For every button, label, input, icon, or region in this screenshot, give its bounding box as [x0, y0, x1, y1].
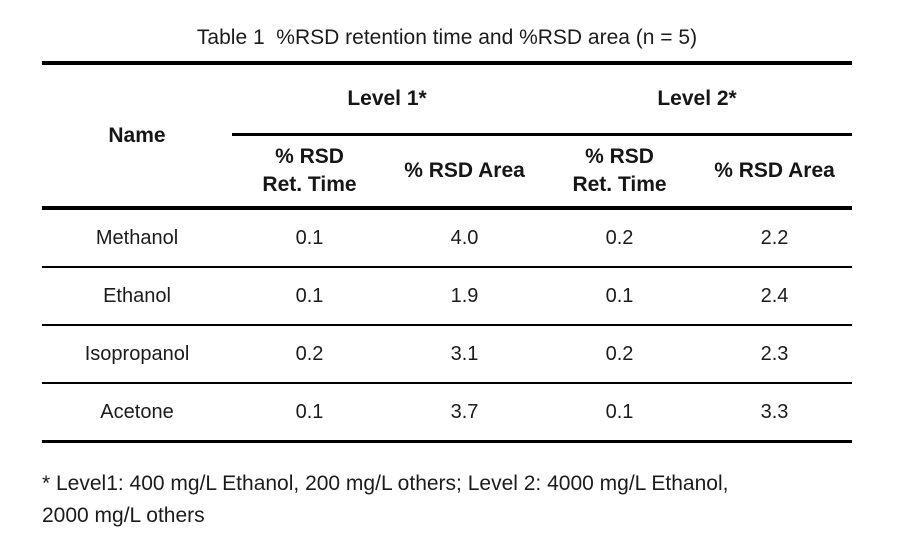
- sub-header-line: % RSD: [275, 144, 344, 168]
- sub-header-line: % RSD: [585, 144, 654, 168]
- rsd-table-header: Name Level 1* Level 2* % RSD Ret. Time %…: [42, 61, 853, 209]
- value-cell: 0.2: [232, 324, 387, 383]
- column-header-l2-rsd-ret-time: % RSD Ret. Time: [542, 135, 697, 209]
- value-cell: 0.1: [232, 266, 387, 325]
- table-footnote: * Level1: 400 mg/L Ethanol, 200 mg/L oth…: [42, 468, 832, 532]
- sub-header-row: % RSD Ret. Time % RSD Area % RSD Ret. Ti…: [42, 135, 852, 209]
- compound-name-cell: Acetone: [42, 382, 232, 442]
- column-group-level1: Level 1*: [232, 61, 543, 136]
- footnote-line-2: 2000 mg/L others: [42, 504, 205, 527]
- rsd-table-body: Methanol 0.1 4.0 0.2 2.2 Ethanol 0.1 1.9…: [42, 206, 853, 442]
- compound-name-cell: Ethanol: [42, 266, 232, 325]
- sub-header-line: Ret. Time: [572, 173, 667, 196]
- value-cell: 3.3: [697, 382, 853, 442]
- level-header-row: Name Level 1* Level 2*: [42, 61, 853, 208]
- column-header-l1-rsd-ret-time: % RSD Ret. Time: [232, 135, 387, 209]
- rsd-table: Name Level 1* Level 2* % RSD Ret. Time %…: [42, 61, 853, 443]
- value-cell: 0.2: [542, 324, 698, 383]
- value-cell: 0.1: [232, 382, 387, 442]
- compound-name-cell: Isopropanol: [42, 324, 232, 383]
- value-cell: 0.1: [542, 266, 698, 325]
- column-header-l2-rsd-area: % RSD Area: [697, 135, 852, 209]
- footnote-line-1: * Level1: 400 mg/L Ethanol, 200 mg/L oth…: [42, 472, 729, 495]
- value-cell: 2.2: [697, 206, 853, 267]
- table-title: Table 1 %RSD retention time and %RSD are…: [196, 26, 698, 49]
- value-cell: 2.4: [697, 266, 853, 325]
- sub-header-line: % RSD Area: [714, 158, 835, 182]
- value-cell: 3.7: [387, 382, 543, 442]
- value-cell: 0.1: [542, 382, 698, 442]
- column-header-name: Name: [42, 61, 232, 208]
- compound-name-cell: Methanol: [42, 206, 232, 267]
- value-cell: 2.3: [697, 324, 853, 383]
- value-cell: 0.2: [542, 206, 698, 267]
- value-cell: 1.9: [387, 266, 543, 325]
- sub-header-line: % RSD Area: [404, 158, 525, 182]
- table-row-acetone: Acetone 0.1 3.7 0.1 3.3: [42, 382, 853, 442]
- column-group-level2: Level 2*: [542, 61, 853, 136]
- table-row-isopropanol: Isopropanol 0.2 3.1 0.2 2.3: [42, 324, 853, 383]
- table-row-ethanol: Ethanol 0.1 1.9 0.1 2.4: [42, 266, 853, 325]
- sub-header-line: Ret. Time: [262, 173, 357, 196]
- value-cell: 4.0: [387, 206, 543, 267]
- table-row-methanol: Methanol 0.1 4.0 0.2 2.2: [42, 206, 853, 267]
- value-cell: 0.1: [232, 206, 387, 267]
- value-cell: 3.1: [387, 324, 543, 383]
- column-header-l1-rsd-area: % RSD Area: [387, 135, 542, 209]
